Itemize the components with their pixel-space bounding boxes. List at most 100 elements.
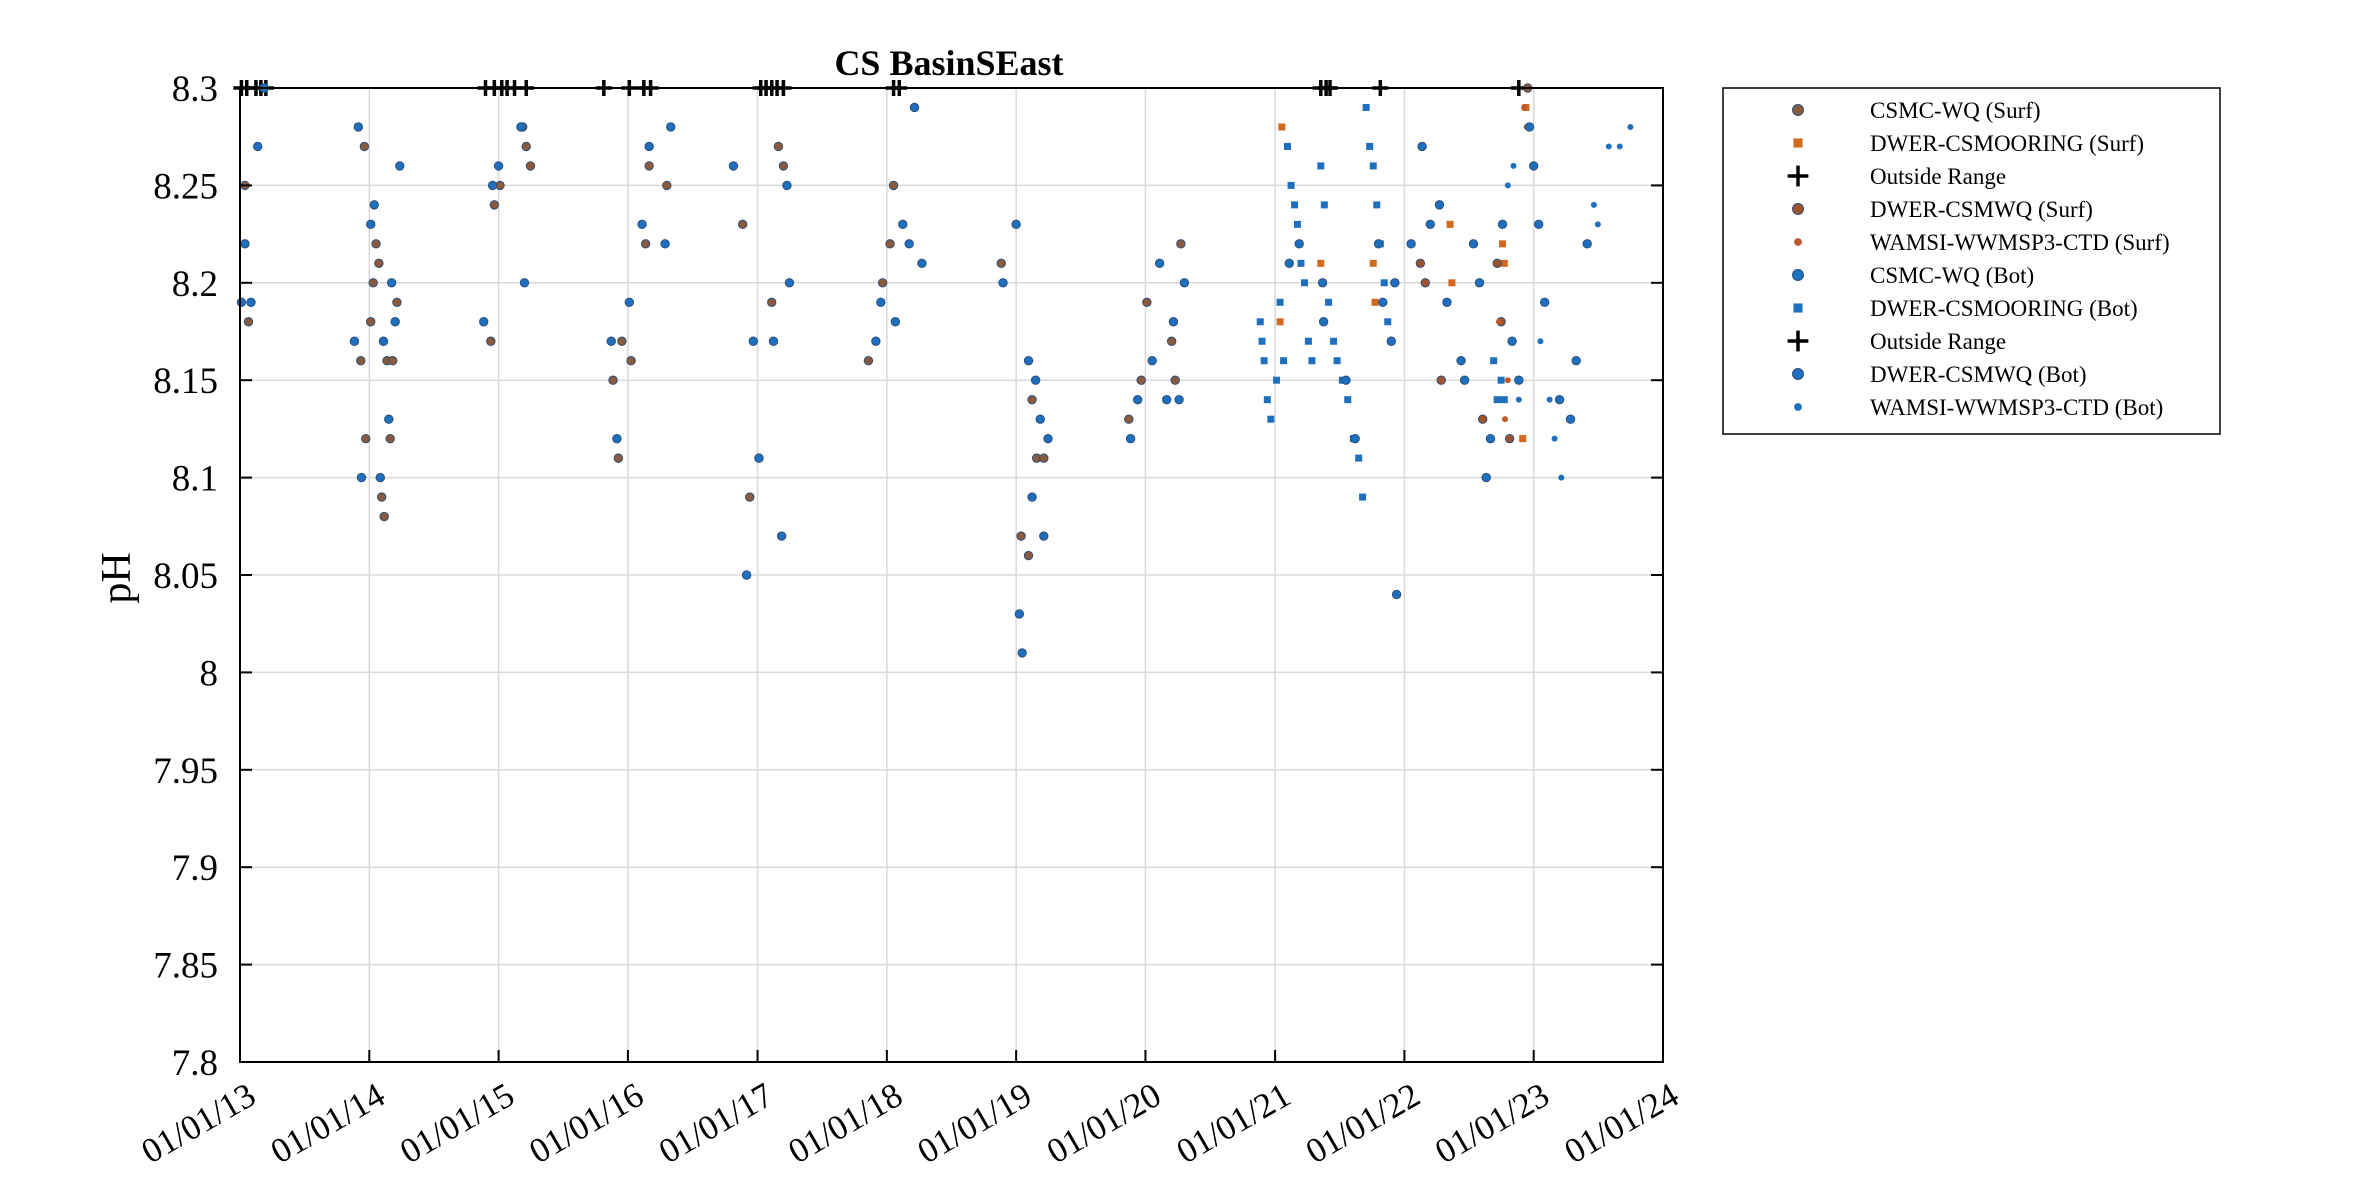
legend-marker [1794,238,1802,246]
data-point [909,102,920,113]
data-point [1386,336,1396,346]
x-tick-label: 01/01/22 [1299,1075,1426,1171]
data-point [1571,356,1581,366]
data-point [885,239,895,249]
data-point [1124,414,1134,424]
legend-marker [1792,368,1804,380]
x-tick-label: 01/01/19 [911,1075,1038,1171]
chart-title: CS BasinSEast [834,43,1063,83]
data-point [353,122,364,132]
legend-label: WAMSI-WWMSP3-CTD (Surf) [1870,230,2170,255]
x-tick-label: 01/01/16 [523,1075,650,1171]
data-point [1294,239,1304,249]
data-point [1448,279,1456,287]
data-point [1027,394,1037,405]
legend-marker [1793,303,1803,313]
data-point [863,356,874,366]
data-point [1256,318,1264,326]
data-point [1554,394,1565,405]
data-point [1317,278,1328,288]
data-point [996,258,1006,269]
data-point [1406,239,1416,249]
data-point [516,122,526,132]
data-point [1504,182,1511,189]
data-point [1278,123,1286,131]
data-point [1162,394,1172,405]
y-tick-label: 7.85 [153,946,218,987]
data-point [1317,259,1325,267]
data-point [1369,259,1377,267]
data-point [371,239,381,249]
data-point [1304,337,1312,345]
data-point [1533,219,1544,230]
data-point [395,161,405,171]
data-point [1359,493,1367,501]
legend-label: DWER-CSMOORING (Surf) [1870,131,2144,156]
series-8 [1284,122,1592,600]
data-point [1267,415,1275,423]
data-point [1301,279,1309,287]
data-point [243,317,254,327]
x-tick-label: 01/01/14 [264,1075,391,1171]
data-point [1039,531,1049,541]
data-point [871,336,881,346]
y-tick-label: 8.25 [153,166,218,207]
data-point [876,297,886,307]
data-point [1017,648,1027,658]
legend-marker [1793,138,1803,148]
series-9 [1504,123,1634,481]
data-point [1417,141,1427,152]
data-point [1297,259,1305,267]
data-point [368,278,378,288]
data-point [1284,142,1292,150]
legend-box [1722,87,2221,435]
data-point [1504,433,1515,444]
grid-lines [239,87,1664,1063]
legend-label: WAMSI-WWMSP3-CTD (Bot) [1870,395,2163,420]
axis-ticks: 01/01/13 01/01/14 01/01/15 01/01/16 01/01/17… [135,69,1685,1171]
series-1 [1276,103,1530,443]
data-point [1504,377,1511,384]
data-point [1344,396,1352,404]
data-point [877,278,888,288]
data-point [745,492,755,502]
data-point [378,336,389,346]
y-tick-label: 7.9 [172,848,218,889]
data-point [890,317,901,327]
data-point [1391,589,1402,600]
data-point [1500,396,1508,404]
data-point [1330,337,1338,345]
y-tick-label: 7.95 [153,751,218,792]
data-point [1434,200,1445,210]
data-point [1420,278,1431,288]
data-point [1341,375,1351,385]
x-tick-label: 01/01/24 [1558,1075,1685,1171]
data-point [662,180,672,191]
legend-marker [1794,403,1802,411]
y-axis-label: pH [94,552,140,603]
data-point [1142,297,1152,307]
data-marks [233,80,1634,658]
data-point [644,141,654,152]
data-point [479,317,489,327]
data-point [898,219,908,230]
data-point [1524,122,1535,132]
data-point [1371,298,1379,306]
data-point [1546,396,1553,403]
data-point [637,219,647,230]
data-point [375,472,385,483]
data-point [1497,376,1505,384]
data-point [767,297,777,307]
data-point [1474,278,1485,288]
y-tick-label: 8.3 [172,69,218,110]
data-point [1529,161,1539,171]
data-point [1510,162,1517,169]
data-point [1551,435,1558,442]
data-point [640,239,651,249]
data-point [1016,531,1026,541]
data-point [489,200,500,210]
data-point [626,356,636,366]
data-point [253,141,263,152]
data-point [1176,239,1186,249]
legend-marker [1787,165,1809,187]
